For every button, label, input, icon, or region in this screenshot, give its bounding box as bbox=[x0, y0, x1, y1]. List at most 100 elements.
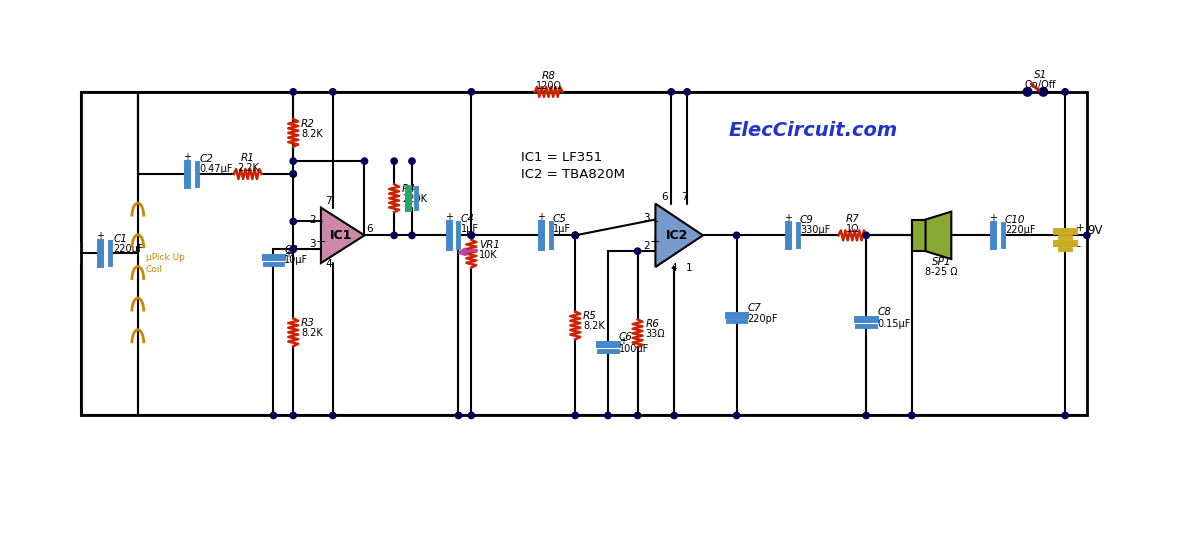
Text: C6: C6 bbox=[619, 332, 632, 342]
Text: 10K: 10K bbox=[479, 250, 498, 259]
Text: 120Ω: 120Ω bbox=[535, 81, 562, 91]
Circle shape bbox=[468, 412, 474, 418]
Text: C8: C8 bbox=[877, 308, 890, 317]
Circle shape bbox=[391, 158, 397, 164]
Text: C7: C7 bbox=[748, 303, 761, 312]
Circle shape bbox=[1084, 232, 1090, 239]
Bar bbox=[82, 92, 1087, 416]
Text: μPick Up: μPick Up bbox=[145, 253, 185, 262]
Text: 220μF: 220μF bbox=[1004, 225, 1036, 235]
Circle shape bbox=[908, 412, 914, 418]
Circle shape bbox=[1062, 89, 1068, 95]
Text: 2: 2 bbox=[310, 216, 316, 225]
Text: +: + bbox=[96, 231, 104, 241]
Circle shape bbox=[455, 412, 462, 418]
Text: C9: C9 bbox=[800, 216, 814, 225]
Text: VR1: VR1 bbox=[479, 240, 500, 250]
Text: 330μF: 330μF bbox=[800, 225, 830, 235]
Text: 1: 1 bbox=[685, 263, 692, 273]
Circle shape bbox=[863, 412, 869, 418]
Text: 6: 6 bbox=[661, 192, 667, 202]
Circle shape bbox=[330, 89, 336, 95]
Text: R4: R4 bbox=[402, 184, 416, 194]
Text: C4: C4 bbox=[461, 215, 474, 225]
Text: R8: R8 bbox=[541, 71, 556, 81]
Circle shape bbox=[290, 246, 296, 253]
Polygon shape bbox=[320, 208, 365, 263]
Text: C10: C10 bbox=[1004, 216, 1025, 225]
Text: -: - bbox=[653, 216, 658, 228]
Text: C5: C5 bbox=[552, 215, 566, 225]
Text: +: + bbox=[284, 249, 293, 259]
Text: +: + bbox=[184, 152, 191, 162]
Text: R2: R2 bbox=[301, 119, 316, 129]
Text: 7: 7 bbox=[325, 196, 332, 205]
Text: +: + bbox=[784, 213, 792, 224]
Text: 4: 4 bbox=[325, 259, 332, 269]
Text: 8-25 Ω: 8-25 Ω bbox=[925, 267, 958, 277]
Text: On/Off: On/Off bbox=[1025, 80, 1056, 90]
Circle shape bbox=[391, 232, 397, 239]
Text: SP1: SP1 bbox=[931, 257, 952, 267]
Text: R7: R7 bbox=[846, 215, 859, 225]
Circle shape bbox=[668, 89, 674, 95]
Text: 2: 2 bbox=[643, 241, 649, 251]
Text: 2.2K: 2.2K bbox=[236, 163, 259, 173]
Text: 1Ω: 1Ω bbox=[846, 224, 859, 234]
Circle shape bbox=[635, 248, 641, 254]
Text: 4: 4 bbox=[671, 263, 678, 273]
Circle shape bbox=[290, 89, 296, 95]
Circle shape bbox=[1040, 89, 1046, 95]
Text: 6: 6 bbox=[366, 224, 373, 234]
Text: -: - bbox=[319, 216, 323, 228]
Text: +: + bbox=[989, 213, 997, 224]
Circle shape bbox=[733, 412, 739, 418]
Text: -: - bbox=[1076, 241, 1080, 251]
Text: IC2 = TBA820M: IC2 = TBA820M bbox=[521, 168, 625, 181]
Text: 1μF: 1μF bbox=[461, 224, 479, 234]
Text: 1μF: 1μF bbox=[552, 224, 570, 234]
Text: +: + bbox=[316, 235, 326, 248]
Text: R5: R5 bbox=[583, 311, 598, 322]
Text: IC1: IC1 bbox=[330, 229, 352, 242]
Circle shape bbox=[290, 218, 296, 225]
Circle shape bbox=[684, 89, 690, 95]
Circle shape bbox=[290, 171, 296, 177]
Circle shape bbox=[671, 412, 677, 418]
Text: 220pF: 220pF bbox=[748, 315, 778, 324]
Circle shape bbox=[409, 232, 415, 239]
Polygon shape bbox=[655, 204, 703, 267]
Circle shape bbox=[290, 158, 296, 164]
Text: ElecCircuit.com: ElecCircuit.com bbox=[728, 121, 898, 140]
Text: 220μF: 220μF bbox=[113, 244, 144, 254]
Text: +: + bbox=[619, 336, 626, 346]
Circle shape bbox=[1039, 88, 1048, 96]
Circle shape bbox=[635, 412, 641, 418]
Text: R1: R1 bbox=[241, 153, 254, 163]
Circle shape bbox=[361, 158, 367, 164]
Text: IC2: IC2 bbox=[666, 229, 689, 242]
Text: +: + bbox=[650, 235, 661, 248]
Text: 7: 7 bbox=[682, 192, 688, 202]
Text: 100μF: 100μF bbox=[619, 344, 649, 354]
Circle shape bbox=[863, 232, 869, 239]
Circle shape bbox=[572, 232, 578, 239]
Text: S1: S1 bbox=[1033, 70, 1048, 80]
Text: Coil: Coil bbox=[145, 265, 163, 274]
Text: 3: 3 bbox=[643, 213, 649, 224]
Text: 220K: 220K bbox=[402, 194, 427, 204]
Circle shape bbox=[468, 89, 474, 95]
Circle shape bbox=[572, 232, 578, 239]
Text: C3: C3 bbox=[284, 245, 298, 255]
Polygon shape bbox=[925, 211, 952, 259]
Circle shape bbox=[290, 171, 296, 177]
Circle shape bbox=[605, 412, 611, 418]
Circle shape bbox=[1062, 412, 1068, 418]
Text: +: + bbox=[444, 212, 452, 223]
Circle shape bbox=[270, 412, 276, 418]
Circle shape bbox=[1024, 88, 1032, 96]
Circle shape bbox=[409, 158, 415, 164]
Text: 10μF: 10μF bbox=[284, 255, 308, 265]
Circle shape bbox=[468, 232, 474, 239]
Text: R3: R3 bbox=[301, 318, 316, 328]
